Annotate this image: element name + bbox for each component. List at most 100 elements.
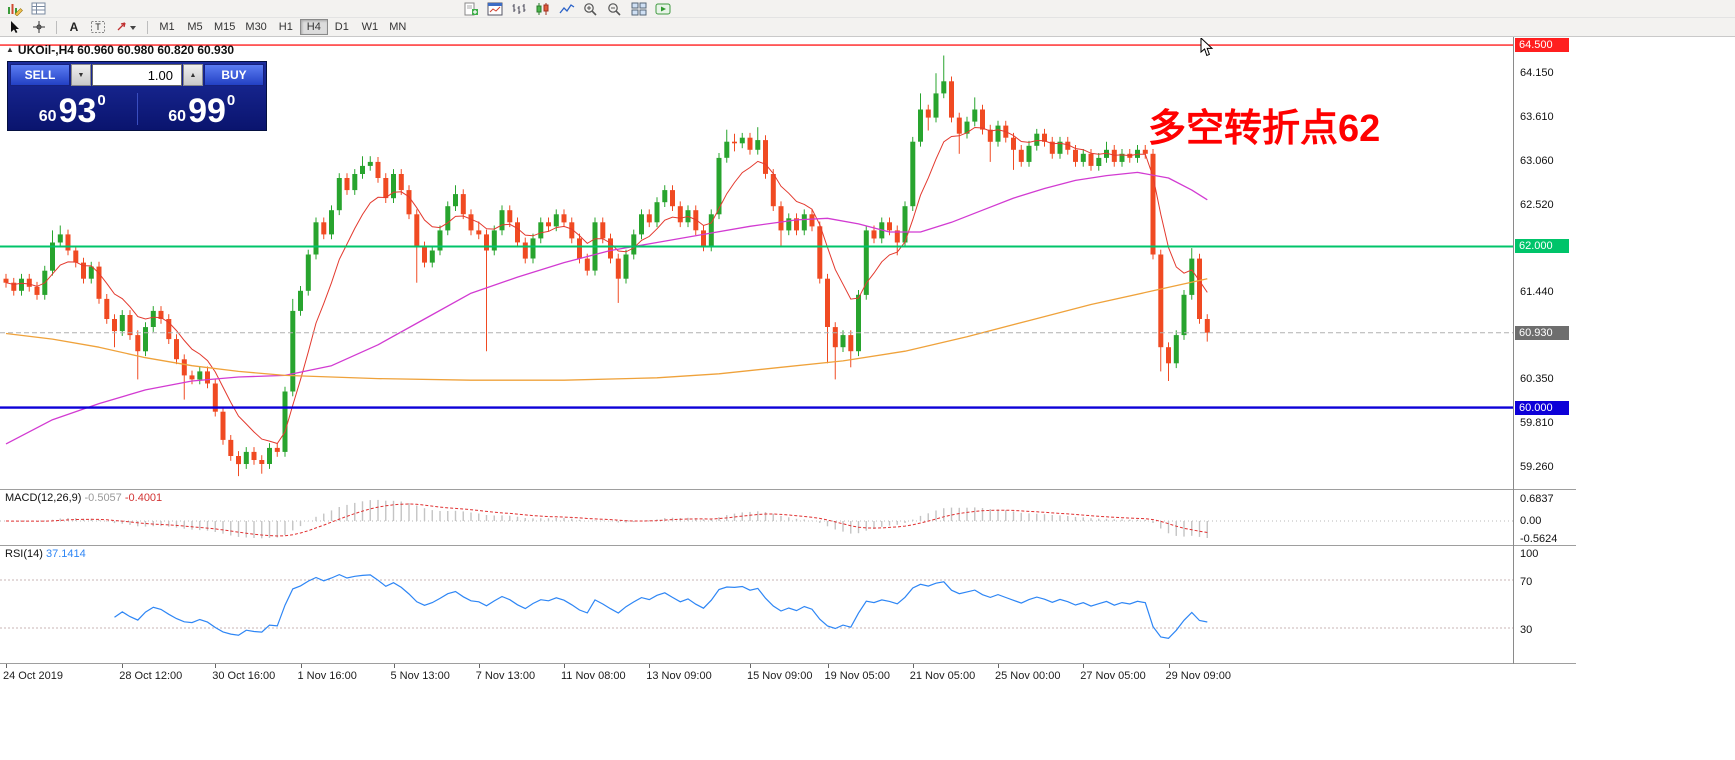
- time-axis-tick: [122, 664, 124, 668]
- price-axis-badge: 62.000: [1515, 239, 1569, 253]
- macd-chart-canvas[interactable]: [0, 490, 1513, 545]
- sell-price-pip: 0: [97, 92, 106, 109]
- volume-input[interactable]: [92, 64, 182, 86]
- rsi-value: 37.1414: [45, 548, 86, 560]
- price-axis-label: 59.260: [1520, 461, 1554, 473]
- time-axis-label: 24 Oct 2019: [3, 670, 63, 682]
- toolbar-separator: [147, 20, 148, 34]
- chart-window-icon[interactable]: [483, 1, 507, 17]
- chart-window: ▲ UKOil-,H4 60.960 60.980 60.820 60.930 S…: [0, 37, 1576, 760]
- time-axis-label: 25 Nov 00:00: [995, 670, 1061, 682]
- tile-windows-icon[interactable]: [627, 1, 651, 17]
- buy-price-big: 99: [188, 92, 226, 131]
- zoom-in-icon[interactable]: [579, 1, 603, 17]
- volume-increase-button[interactable]: ▲: [183, 64, 203, 86]
- time-axis-tick: [998, 664, 999, 668]
- buy-button[interactable]: BUY: [204, 64, 264, 86]
- panel-divider[interactable]: [0, 489, 1576, 490]
- timeframe-button-H4[interactable]: H4: [299, 19, 328, 35]
- buy-price-pip: 0: [226, 92, 236, 109]
- timeframe-button-D1[interactable]: D1: [328, 19, 356, 35]
- timeframe-button-M30[interactable]: M30: [240, 19, 271, 35]
- price-axis[interactable]: 64.150 63.610 63.060 62.520 61.440 60.350 59.8…: [1513, 37, 1576, 664]
- timeframe-button-H1[interactable]: H1: [272, 19, 300, 35]
- price-axis-badge: 64.500: [1515, 38, 1569, 52]
- time-axis-label: 30 Oct 16:00: [212, 670, 276, 682]
- price-axis-label: 63.060: [1520, 155, 1554, 167]
- time-axis-label: 29 Nov 09:00: [1165, 670, 1231, 682]
- rsi-label: RSI(14) 37.1414: [5, 548, 86, 560]
- new-order-icon[interactable]: [459, 1, 483, 17]
- rsi-chart-canvas[interactable]: [0, 546, 1513, 663]
- sell-price-base: 60: [38, 108, 57, 126]
- time-axis-label: 5 Nov 13:00: [390, 670, 450, 682]
- price-axis-label: 59.810: [1520, 417, 1554, 429]
- time-axis-label: 28 Oct 12:00: [119, 670, 183, 682]
- rsi-axis-label: 100: [1520, 548, 1539, 560]
- trade-panel-divider: [136, 93, 138, 125]
- time-axis-tick: [6, 664, 7, 668]
- buy-price[interactable]: 60 99 0: [138, 92, 267, 131]
- price-chart-canvas[interactable]: [0, 37, 1513, 489]
- time-axis-tick: [750, 664, 751, 668]
- time-axis[interactable]: 24 Oct 2019 28 Oct 12:00 30 Oct 16:00 1 Nov…: [0, 664, 1513, 688]
- bar-chart-icon[interactable]: [507, 1, 531, 17]
- price-axis-badge: 60.930: [1515, 326, 1569, 340]
- svg-text:T: T: [95, 22, 101, 32]
- panel-divider[interactable]: [0, 663, 1576, 664]
- crosshair-tool-icon[interactable]: [27, 19, 51, 35]
- price-axis-badge: 60.000: [1515, 401, 1569, 415]
- auto-trading-icon[interactable]: [651, 1, 675, 17]
- timeframe-button-M5[interactable]: M5: [181, 19, 209, 35]
- profile-grid-icon[interactable]: [27, 1, 51, 17]
- text-box-tool-icon[interactable]: T: [86, 19, 110, 35]
- price-axis-label: 63.610: [1520, 111, 1554, 123]
- time-axis-tick: [300, 664, 302, 668]
- candlestick-chart-icon[interactable]: [531, 1, 555, 17]
- time-axis-tick: [912, 664, 914, 668]
- buy-price-base: 60: [168, 108, 187, 126]
- panel-divider[interactable]: [0, 545, 1576, 546]
- macd-axis-label: -0.5624: [1520, 533, 1558, 545]
- macd-axis-label: 0.00: [1520, 515, 1542, 527]
- timeframe-button-M1[interactable]: M1: [153, 19, 181, 35]
- time-axis-label: 13 Nov 09:00: [646, 670, 712, 682]
- rsi-axis-label: 70: [1520, 576, 1533, 588]
- time-axis-label: 21 Nov 05:00: [909, 670, 976, 682]
- chart-annotation[interactable]: 多空转折点62: [1148, 108, 1381, 150]
- sell-button[interactable]: SELL: [10, 64, 70, 86]
- cursor-tool-icon[interactable]: [3, 19, 27, 35]
- timeframe-button-W1[interactable]: W1: [356, 19, 384, 35]
- time-axis-label: 19 Nov 05:00: [824, 670, 890, 682]
- zoom-out-icon[interactable]: [603, 1, 627, 17]
- time-axis-label: 1 Nov 16:00: [297, 670, 357, 682]
- arrow-styles-icon[interactable]: [110, 19, 142, 35]
- sell-price[interactable]: 60 93 0: [8, 92, 137, 128]
- rsi-name: RSI(14): [5, 548, 43, 560]
- macd-value-main: -0.5057: [84, 492, 122, 504]
- price-axis-label: 60.350: [1520, 373, 1554, 385]
- time-axis-label: 11 Nov 08:00: [561, 670, 626, 682]
- price-panel: ▲ UKOil-,H4 60.960 60.980 60.820 60.930 S…: [0, 37, 1513, 489]
- time-axis-tick: [215, 664, 217, 668]
- timeframe-toolbar: M1 M5 M15 M30 H1 H4 D1 W1 MN: [153, 19, 412, 35]
- text-label-tool-icon[interactable]: A: [62, 19, 86, 35]
- trade-panel-prices: 60 93 0 60 99 0: [8, 88, 266, 130]
- toolbar-row-tools: A T M1 M5 M15 M30 H1 H4 D1 W1 MN: [0, 18, 1735, 36]
- mouse-cursor-icon: [1200, 38, 1214, 57]
- rsi-panel: RSI(14) 37.1414: [0, 546, 1513, 663]
- time-axis-tick: [478, 664, 480, 668]
- timeframe-button-M15[interactable]: M15: [209, 19, 240, 35]
- chart-pencil-icon[interactable]: [3, 1, 27, 17]
- time-axis-tick: [564, 664, 565, 668]
- price-axis-label: 64.150: [1520, 67, 1554, 79]
- volume-dropdown-button[interactable]: ▼: [71, 64, 91, 86]
- timeframe-button-MN[interactable]: MN: [384, 19, 412, 35]
- time-axis-tick: [1168, 664, 1170, 668]
- macd-label: MACD(12,26,9) -0.5057 -0.4001: [5, 492, 162, 504]
- one-click-collapse-icon[interactable]: ▲: [6, 45, 14, 54]
- macd-panel: MACD(12,26,9) -0.5057 -0.4001: [0, 490, 1513, 545]
- line-chart-icon[interactable]: [555, 1, 579, 17]
